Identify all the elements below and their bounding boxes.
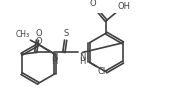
Text: H: H bbox=[79, 57, 85, 66]
Text: S: S bbox=[64, 29, 69, 38]
Text: O: O bbox=[35, 37, 42, 46]
Text: OH: OH bbox=[118, 2, 131, 11]
Text: Cl: Cl bbox=[97, 67, 106, 76]
Text: N: N bbox=[79, 53, 85, 62]
Text: H: H bbox=[51, 57, 57, 66]
Text: CH₃: CH₃ bbox=[16, 30, 30, 39]
Text: O: O bbox=[35, 29, 42, 38]
Text: O: O bbox=[90, 0, 96, 8]
Text: N: N bbox=[51, 53, 57, 62]
